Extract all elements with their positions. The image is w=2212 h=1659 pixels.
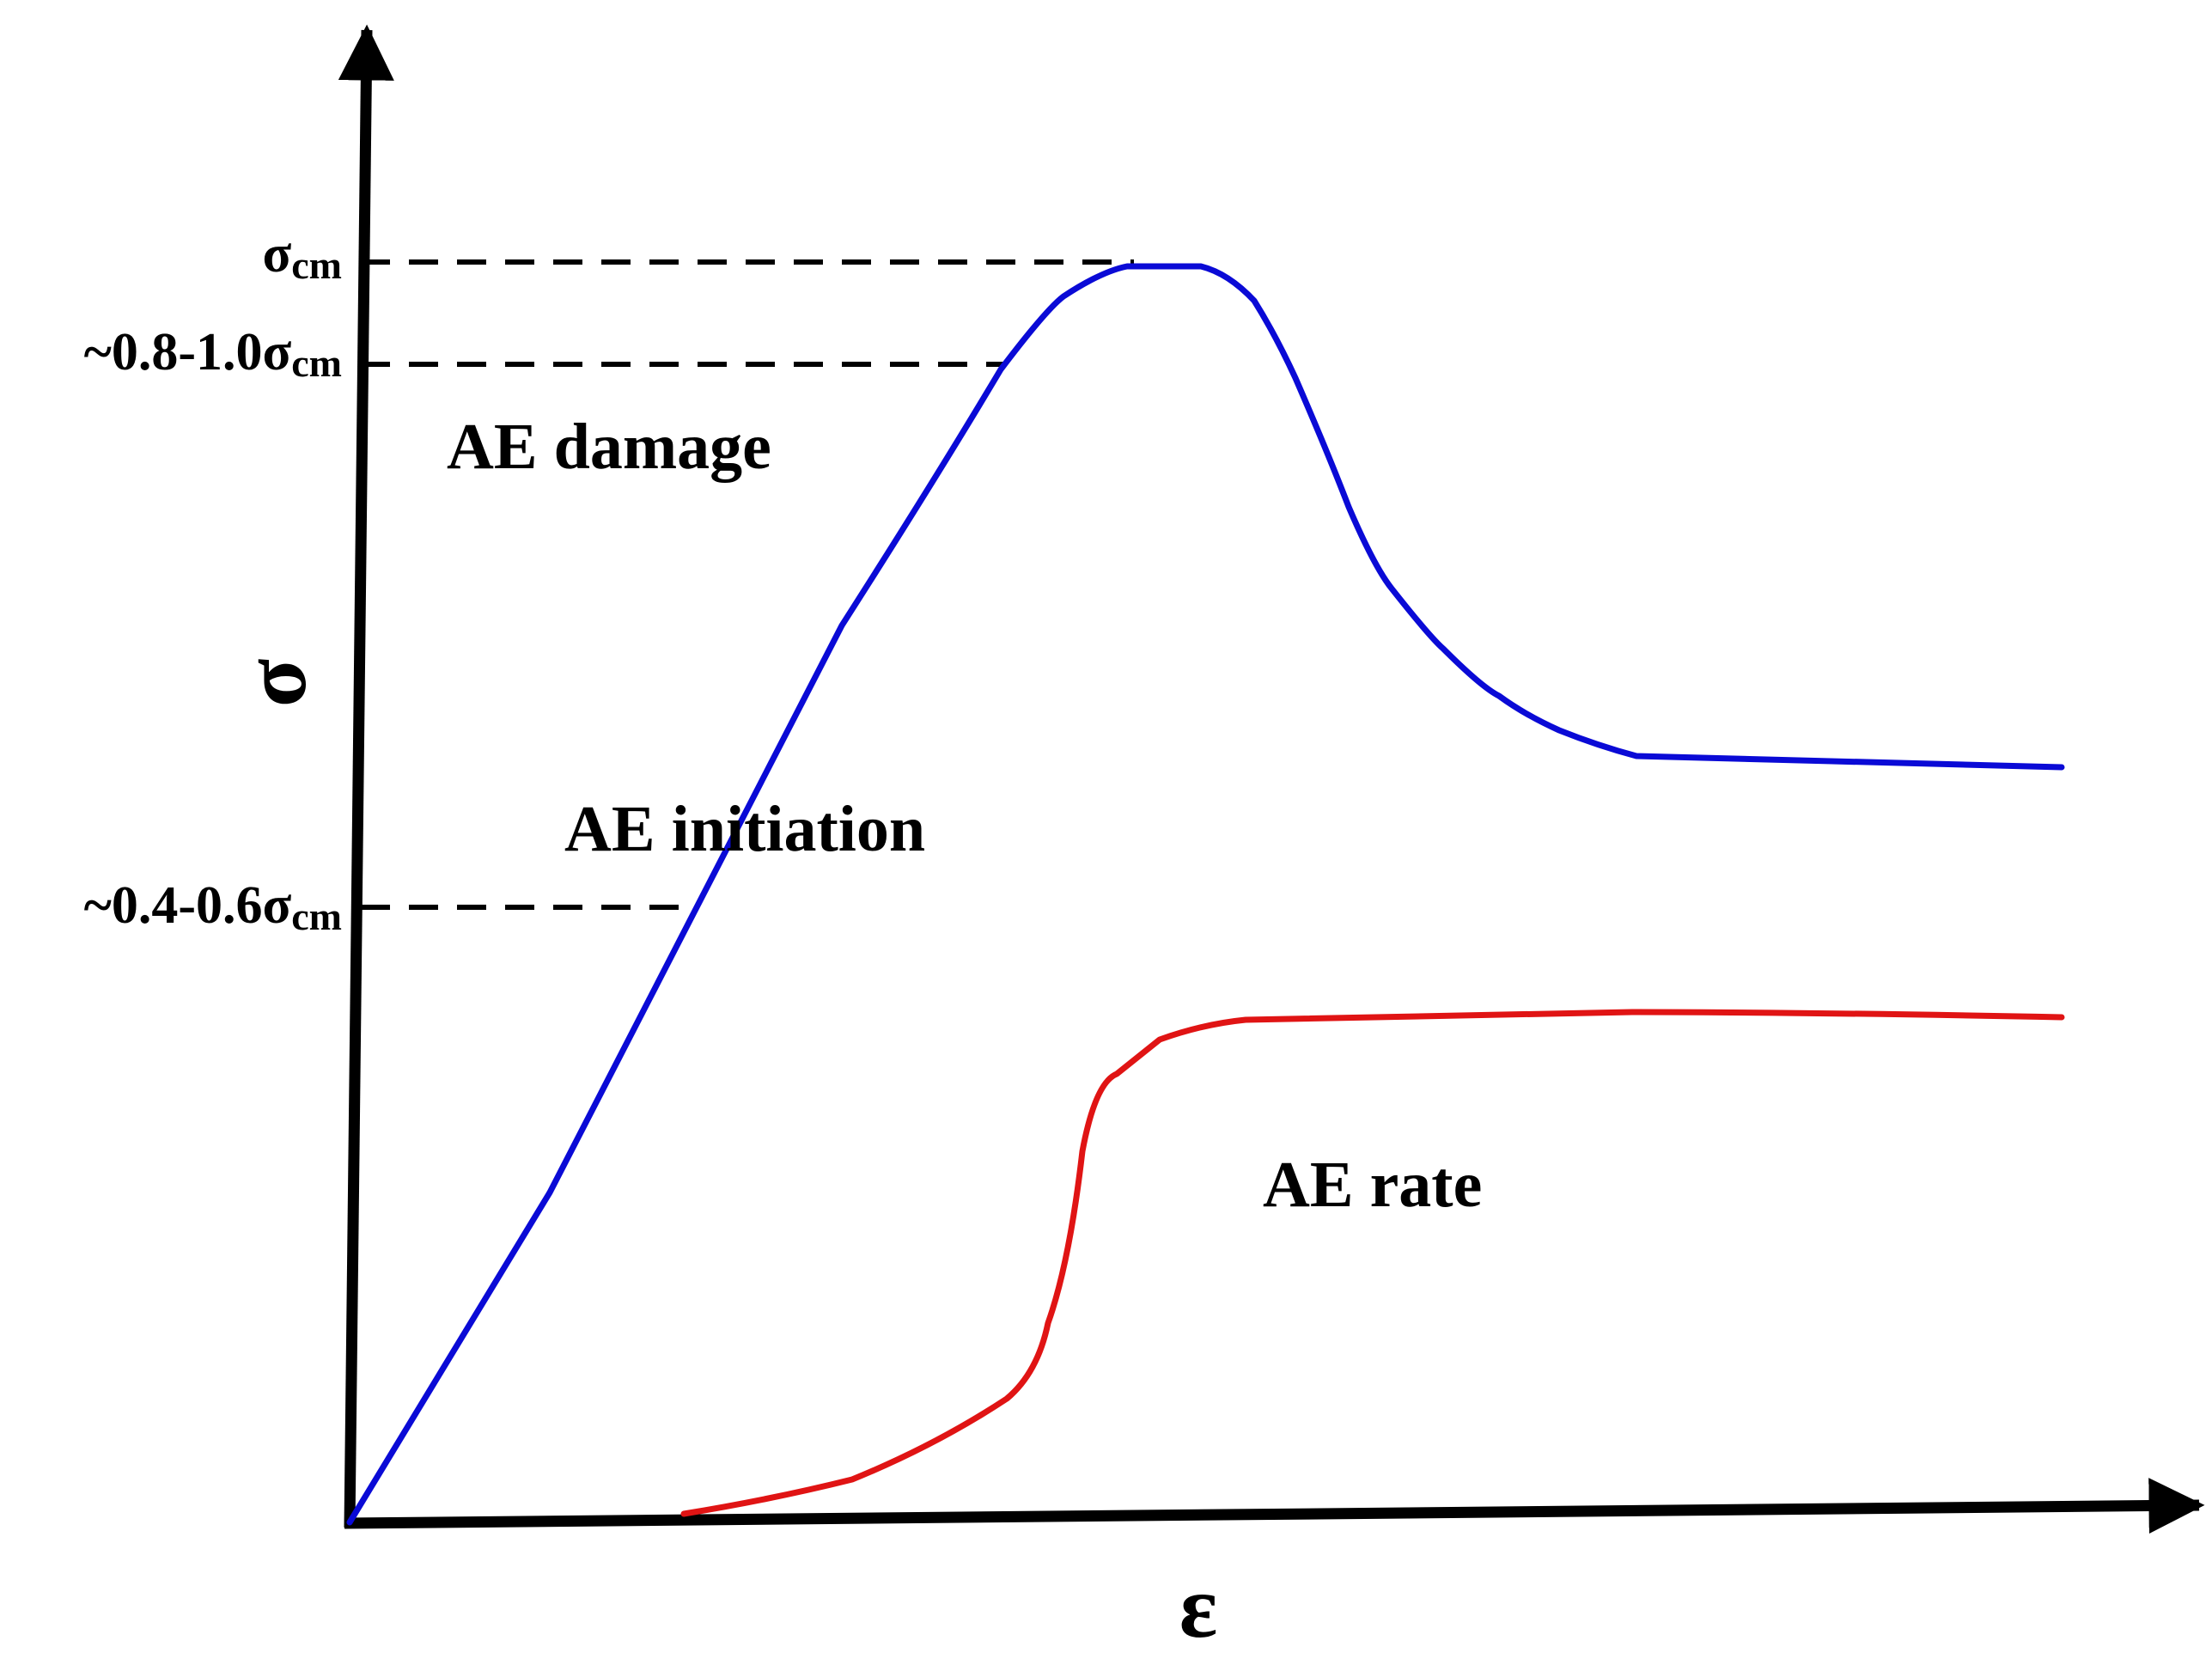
region-label-ae-rate: AE rate <box>1263 1149 1482 1221</box>
x-axis-line <box>344 1478 2205 1534</box>
y-level-label-peak: σcm <box>263 225 342 287</box>
ae-rate-curve <box>680 1009 2065 1517</box>
y-level-label-initiation-threshold: ~0.4-0.6σcm <box>84 876 342 938</box>
y-level-label-damage-threshold: ~0.8-1.0σcm <box>84 323 342 385</box>
region-label-ae-initiation: AE initiation <box>564 793 925 865</box>
stress-strain-curve <box>346 263 2065 1526</box>
y-axis-line <box>338 24 394 1528</box>
x-axis-symbol: ε <box>1179 1558 1217 1656</box>
region-label-ae-damage: AE damage <box>447 411 771 483</box>
y-axis-symbol: σ <box>226 659 325 708</box>
